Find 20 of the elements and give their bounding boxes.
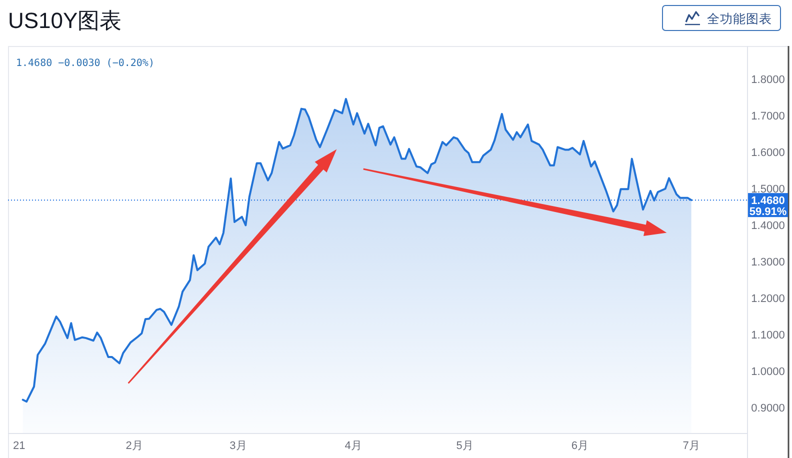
y-tick-label: 1.2000 (751, 292, 785, 305)
y-tick-label: 1.6000 (751, 146, 785, 159)
x-tick-label: 7月 (682, 440, 700, 452)
x-tick-label: 4月 (344, 440, 362, 452)
y-tick-label: 1.8000 (751, 74, 785, 86)
x-tick-label: 2月 (126, 440, 143, 452)
x-tick-label: 5月 (456, 440, 474, 452)
y-tick-label: 0.9000 (751, 402, 785, 414)
y-tick-label: 1.3000 (751, 256, 785, 268)
y-tick-label: 1.1000 (751, 329, 785, 342)
ref-line-label: 1.4680 59.91% (749, 195, 787, 218)
x-tick-label: 21 (13, 440, 26, 452)
x-tick-label: 3月 (230, 440, 247, 452)
y-tick-label: 1.5000 (751, 183, 785, 196)
x-tick-label: 6月 (571, 440, 588, 452)
title: US10Y图表 (8, 8, 122, 33)
button: 全功能图表 (662, 5, 781, 31)
y-tick-label: 1.7000 (751, 110, 785, 122)
y-tick-label: 1.4000 (751, 220, 785, 232)
y-tick-label: 1.0000 (751, 366, 785, 378)
